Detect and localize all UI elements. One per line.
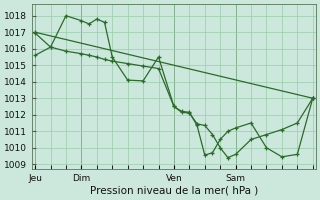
X-axis label: Pression niveau de la mer( hPa ): Pression niveau de la mer( hPa ) <box>90 186 258 196</box>
